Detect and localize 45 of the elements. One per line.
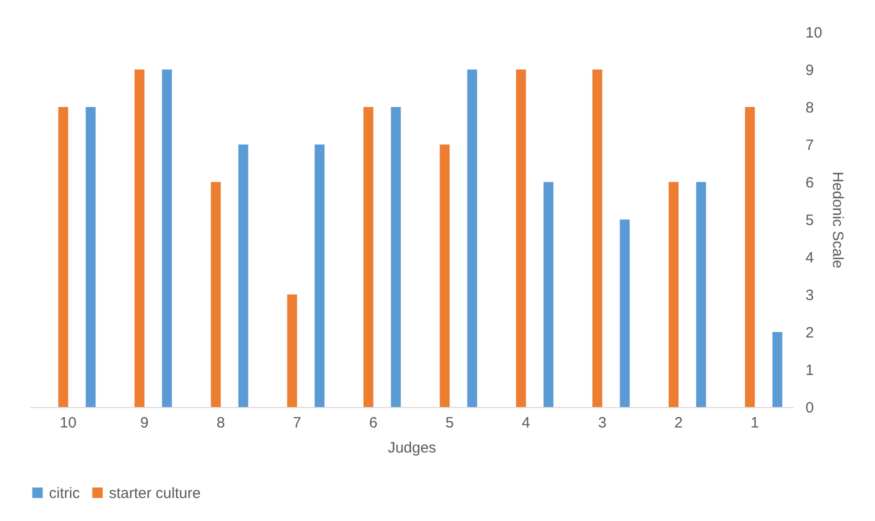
bar [696,182,706,407]
legend-label: citric [49,484,80,502]
bar [592,70,602,407]
x-tick-label: 3 [598,414,606,432]
x-tick-label: 10 [60,414,76,432]
bar [744,107,755,407]
bar [86,107,96,407]
y-tick-label: 0 [806,400,814,416]
bar [620,220,630,407]
x-tick-label: 6 [369,414,378,432]
bar [440,144,450,407]
y-tick-label: 4 [806,250,814,266]
bar [287,294,298,407]
y-tick-label: 10 [806,24,822,42]
x-tick-label: 1 [750,414,760,432]
x-tick-label: 5 [445,414,454,432]
x-tick-label: 7 [292,414,302,432]
y-tick-label: 2 [806,324,814,342]
y-tick-label: 3 [806,287,814,304]
bar [238,144,248,407]
bar [390,107,401,407]
bar [58,107,68,407]
y-axis-title: Hedonic Scale [829,172,846,268]
y-tick-label: 9 [806,62,814,79]
bar [210,182,221,407]
y-tick-label: 8 [806,100,814,116]
x-tick-label: 8 [216,414,225,432]
y-tick-label: 5 [806,212,814,229]
bar [772,332,782,407]
legend-label: starter culture [109,484,201,502]
bar [516,70,526,407]
bar [668,182,679,407]
bar [134,70,144,407]
bar [363,107,374,407]
x-tick-label: 4 [522,414,530,432]
x-tick-label: 9 [140,414,149,432]
y-tick-label: 1 [806,362,814,379]
bar [162,70,172,407]
y-tick-label: 7 [806,137,814,154]
y-tick-label: 6 [806,174,814,192]
bar [314,144,325,407]
bar [467,70,478,407]
bar [544,182,554,407]
x-tick-label: 2 [674,414,683,432]
x-axis-title: Judges [388,440,436,456]
